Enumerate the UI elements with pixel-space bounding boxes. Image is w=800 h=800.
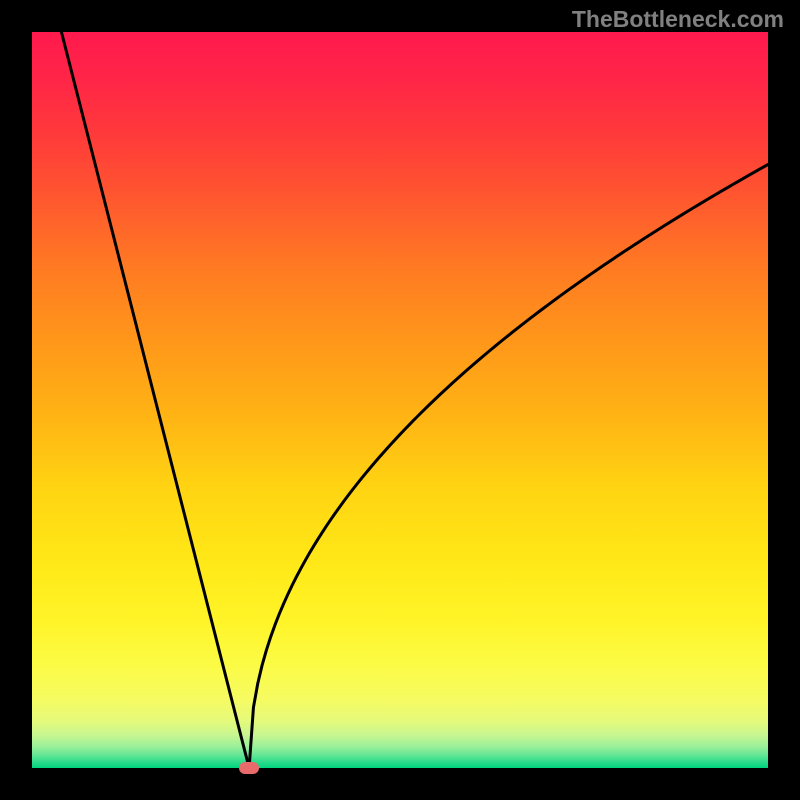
curve-path <box>61 32 768 768</box>
chart-container: TheBottleneck.com <box>0 0 800 800</box>
minimum-marker <box>239 762 259 774</box>
bottleneck-curve <box>0 0 800 800</box>
